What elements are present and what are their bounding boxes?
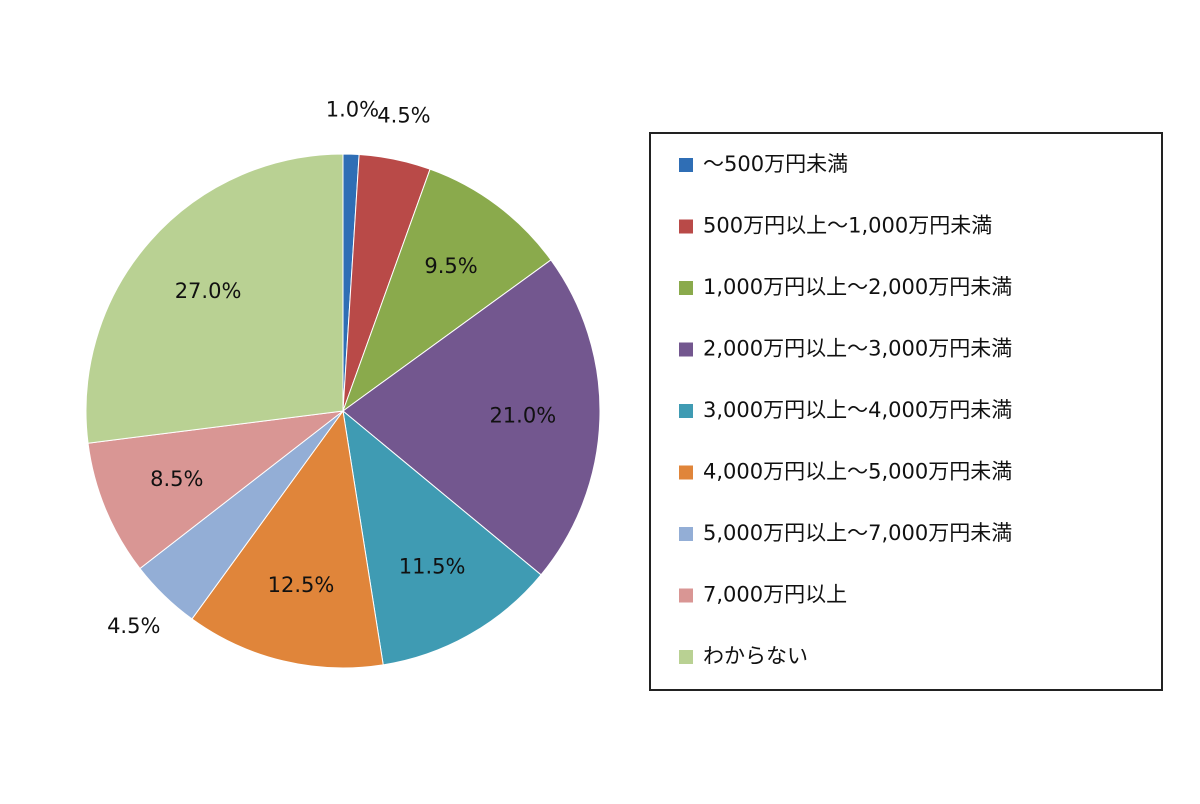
- legend-label: 500万円以上～1,000万円未満: [703, 214, 992, 238]
- data-label: 21.0%: [489, 404, 556, 428]
- legend-label: 2,000万円以上～3,000万円未満: [703, 337, 1012, 361]
- legend-swatch: [679, 588, 693, 603]
- legend-label: わからない: [703, 644, 808, 668]
- legend-swatch: [679, 527, 693, 541]
- legend-label: 4,000万円以上～5,000万円未満: [703, 460, 1012, 484]
- legend-swatch: [679, 281, 693, 295]
- data-label: 4.5%: [377, 104, 430, 128]
- legend-label: 3,000万円以上～4,000万円未満: [703, 398, 1012, 422]
- data-label: 8.5%: [150, 467, 203, 491]
- legend-swatch: [679, 219, 693, 234]
- pie-slice: [342, 409, 542, 666]
- legend-swatch: [679, 404, 693, 418]
- data-label: 27.0%: [175, 279, 242, 303]
- legend-label: 1,000万円以上～2,000万円未満: [703, 275, 1012, 299]
- pie-slice: [191, 409, 384, 669]
- data-label: 12.5%: [268, 573, 335, 597]
- data-label: 4.5%: [107, 614, 160, 638]
- legend-box: [649, 132, 1163, 691]
- pie-slice: [342, 259, 601, 576]
- data-label: 1.0%: [326, 97, 379, 121]
- legend-label: ～500万円未満: [703, 152, 848, 176]
- legend-swatch: [679, 342, 693, 357]
- legend-swatch: [679, 158, 693, 172]
- data-label: 11.5%: [399, 554, 466, 578]
- legend-swatch: [679, 465, 693, 480]
- legend-label: 5,000万円以上～7,000万円未満: [703, 521, 1012, 545]
- pie-slice: [87, 410, 345, 570]
- legend-swatch: [679, 650, 693, 664]
- pie-slice: [85, 153, 344, 444]
- data-label: 9.5%: [424, 254, 477, 278]
- pie-slice: [341, 168, 552, 413]
- legend-label: 7,000万円以上: [703, 583, 847, 607]
